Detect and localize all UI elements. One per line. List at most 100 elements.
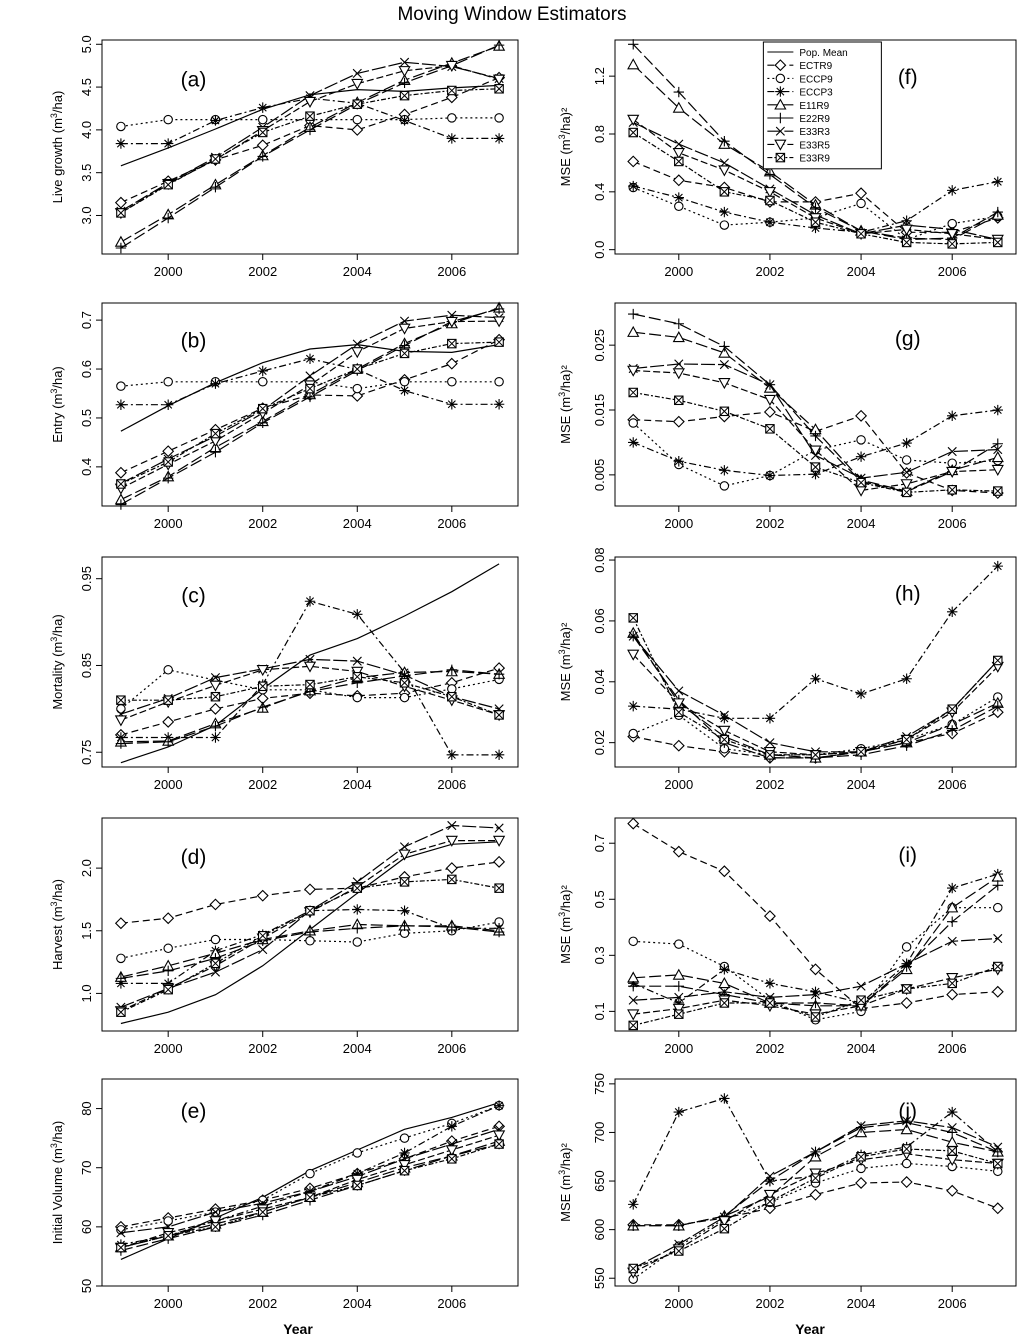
series-line-eccp3	[632, 409, 998, 477]
point-e33r9-cross	[856, 995, 866, 1005]
point-e33r9-cross	[494, 883, 504, 893]
series-line-eccp3	[632, 873, 998, 1004]
y-tick-label: 4.5	[79, 78, 94, 96]
y-tick-label: 80	[79, 1101, 94, 1115]
point-e33r9-cross	[628, 1020, 638, 1030]
x-tick-label: 2000	[664, 1296, 693, 1311]
point-eccp9	[399, 1133, 410, 1143]
series-line-pop-mean	[120, 563, 500, 764]
point-e33r5	[303, 96, 317, 108]
point-ectr9	[445, 862, 458, 875]
point-e33r5	[718, 725, 731, 737]
y-tick-label: 0.02	[592, 730, 607, 755]
point-eccp3	[901, 673, 912, 684]
point-e33r9-cross	[210, 692, 221, 702]
point-e33r5	[209, 680, 222, 692]
x-tick-label: 2006	[938, 1041, 967, 1056]
point-e22r9	[210, 721, 221, 732]
x-tick-label: 2006	[938, 1296, 967, 1311]
plot-frame	[614, 817, 1017, 1032]
x-tick-label: 2006	[437, 1041, 466, 1056]
point-e11r9	[718, 977, 731, 989]
point-e11r9	[718, 346, 731, 358]
point-eccp9	[352, 1148, 363, 1158]
panel-c-mortality: 2000 2002 2004 2006 0.75 0.85 0.95 Mortality (m…	[49, 556, 519, 792]
point-eccp3	[764, 470, 776, 481]
point-eccp3	[399, 115, 410, 126]
x-tick-label: 2002	[248, 1296, 277, 1311]
point-e33r3	[810, 989, 821, 1000]
series-e33r3	[116, 57, 504, 216]
x-tick-label: 2000	[664, 264, 693, 279]
plot-frame	[614, 302, 1017, 507]
point-e33r9-cross	[765, 1196, 775, 1207]
point-e33r9-cross	[993, 655, 1003, 666]
plot-frame	[101, 817, 519, 1032]
series-line-eccp3	[120, 908, 500, 984]
point-e22r9	[628, 308, 639, 320]
series-e33r9	[116, 1139, 504, 1253]
point-e22r9	[210, 182, 221, 193]
series-e33r9	[116, 337, 504, 489]
point-e33r9-cross	[856, 478, 866, 488]
point-e33r9-cross	[447, 692, 457, 702]
point-e33r9-cross	[902, 735, 912, 745]
point-e33r3	[399, 670, 410, 680]
legend-item-e33r3: E33R3	[767, 126, 830, 138]
point-eccp3	[810, 673, 821, 684]
point-e11r9	[991, 870, 1004, 882]
point-eccp3	[764, 978, 776, 989]
point-ectr9	[209, 898, 222, 911]
point-e33r5	[303, 661, 317, 673]
y-axis-label: Mortality (m3/ha)	[49, 614, 65, 709]
legend-marker-cross	[775, 153, 785, 163]
point-e33r5	[398, 66, 411, 78]
series-line-e33r9	[120, 878, 500, 1013]
point-e33r5	[672, 698, 685, 710]
point-e33r3	[352, 339, 362, 349]
point-e22r9	[493, 926, 505, 938]
point-e33r9-cross	[947, 704, 957, 714]
point-eccp3	[719, 713, 730, 724]
x-tick-label: 2000	[154, 777, 183, 792]
point-e33r9-cross	[258, 404, 268, 414]
point-e33r9-cross	[947, 978, 957, 988]
point-e33r5	[946, 972, 959, 985]
x-tick-label: 2000	[154, 1296, 183, 1311]
legend-marker	[775, 86, 786, 97]
legend-label: E33R3	[799, 127, 830, 138]
point-e33r3	[947, 936, 957, 946]
series-e33r9	[628, 613, 1003, 760]
point-e33r9-cross	[947, 239, 957, 249]
point-e33r9-cross	[719, 1224, 729, 1234]
point-eccp3	[810, 469, 821, 480]
legend-label: ECCP3	[799, 88, 833, 99]
y-tick-label: 0.7	[592, 834, 607, 852]
point-eccp3	[810, 222, 821, 234]
y-axis-label: Live growth (m3/ha)	[49, 91, 65, 204]
y-tick-label: 0.06	[592, 608, 607, 633]
point-e33r9-cross	[116, 479, 126, 489]
point-e33r5	[256, 665, 269, 677]
point-eccp9	[116, 1225, 126, 1235]
x-tick-label: 2004	[343, 264, 372, 279]
x-tick-label: 2002	[755, 777, 784, 792]
point-eccp3	[673, 192, 684, 203]
x-tick-label: 2000	[664, 516, 693, 531]
point-ectr9	[256, 139, 269, 152]
point-e33r9-cross	[163, 695, 173, 705]
series-ectr9	[627, 817, 1004, 1015]
plot-frame	[101, 39, 519, 255]
series-line-e33r5	[120, 320, 500, 489]
point-e22r9	[673, 86, 684, 98]
point-eccp3	[446, 1121, 458, 1132]
x-tick-label: 2006	[437, 1296, 466, 1311]
point-ectr9	[162, 715, 175, 728]
y-tick-label: 1.5	[79, 922, 94, 940]
point-eccp3	[628, 1199, 639, 1210]
point-e33r9-cross	[116, 1007, 126, 1017]
point-e33r5	[398, 849, 411, 861]
point-e33r9-cross	[352, 99, 362, 109]
panel-label: (d)	[181, 846, 207, 869]
point-e33r3	[399, 57, 410, 67]
